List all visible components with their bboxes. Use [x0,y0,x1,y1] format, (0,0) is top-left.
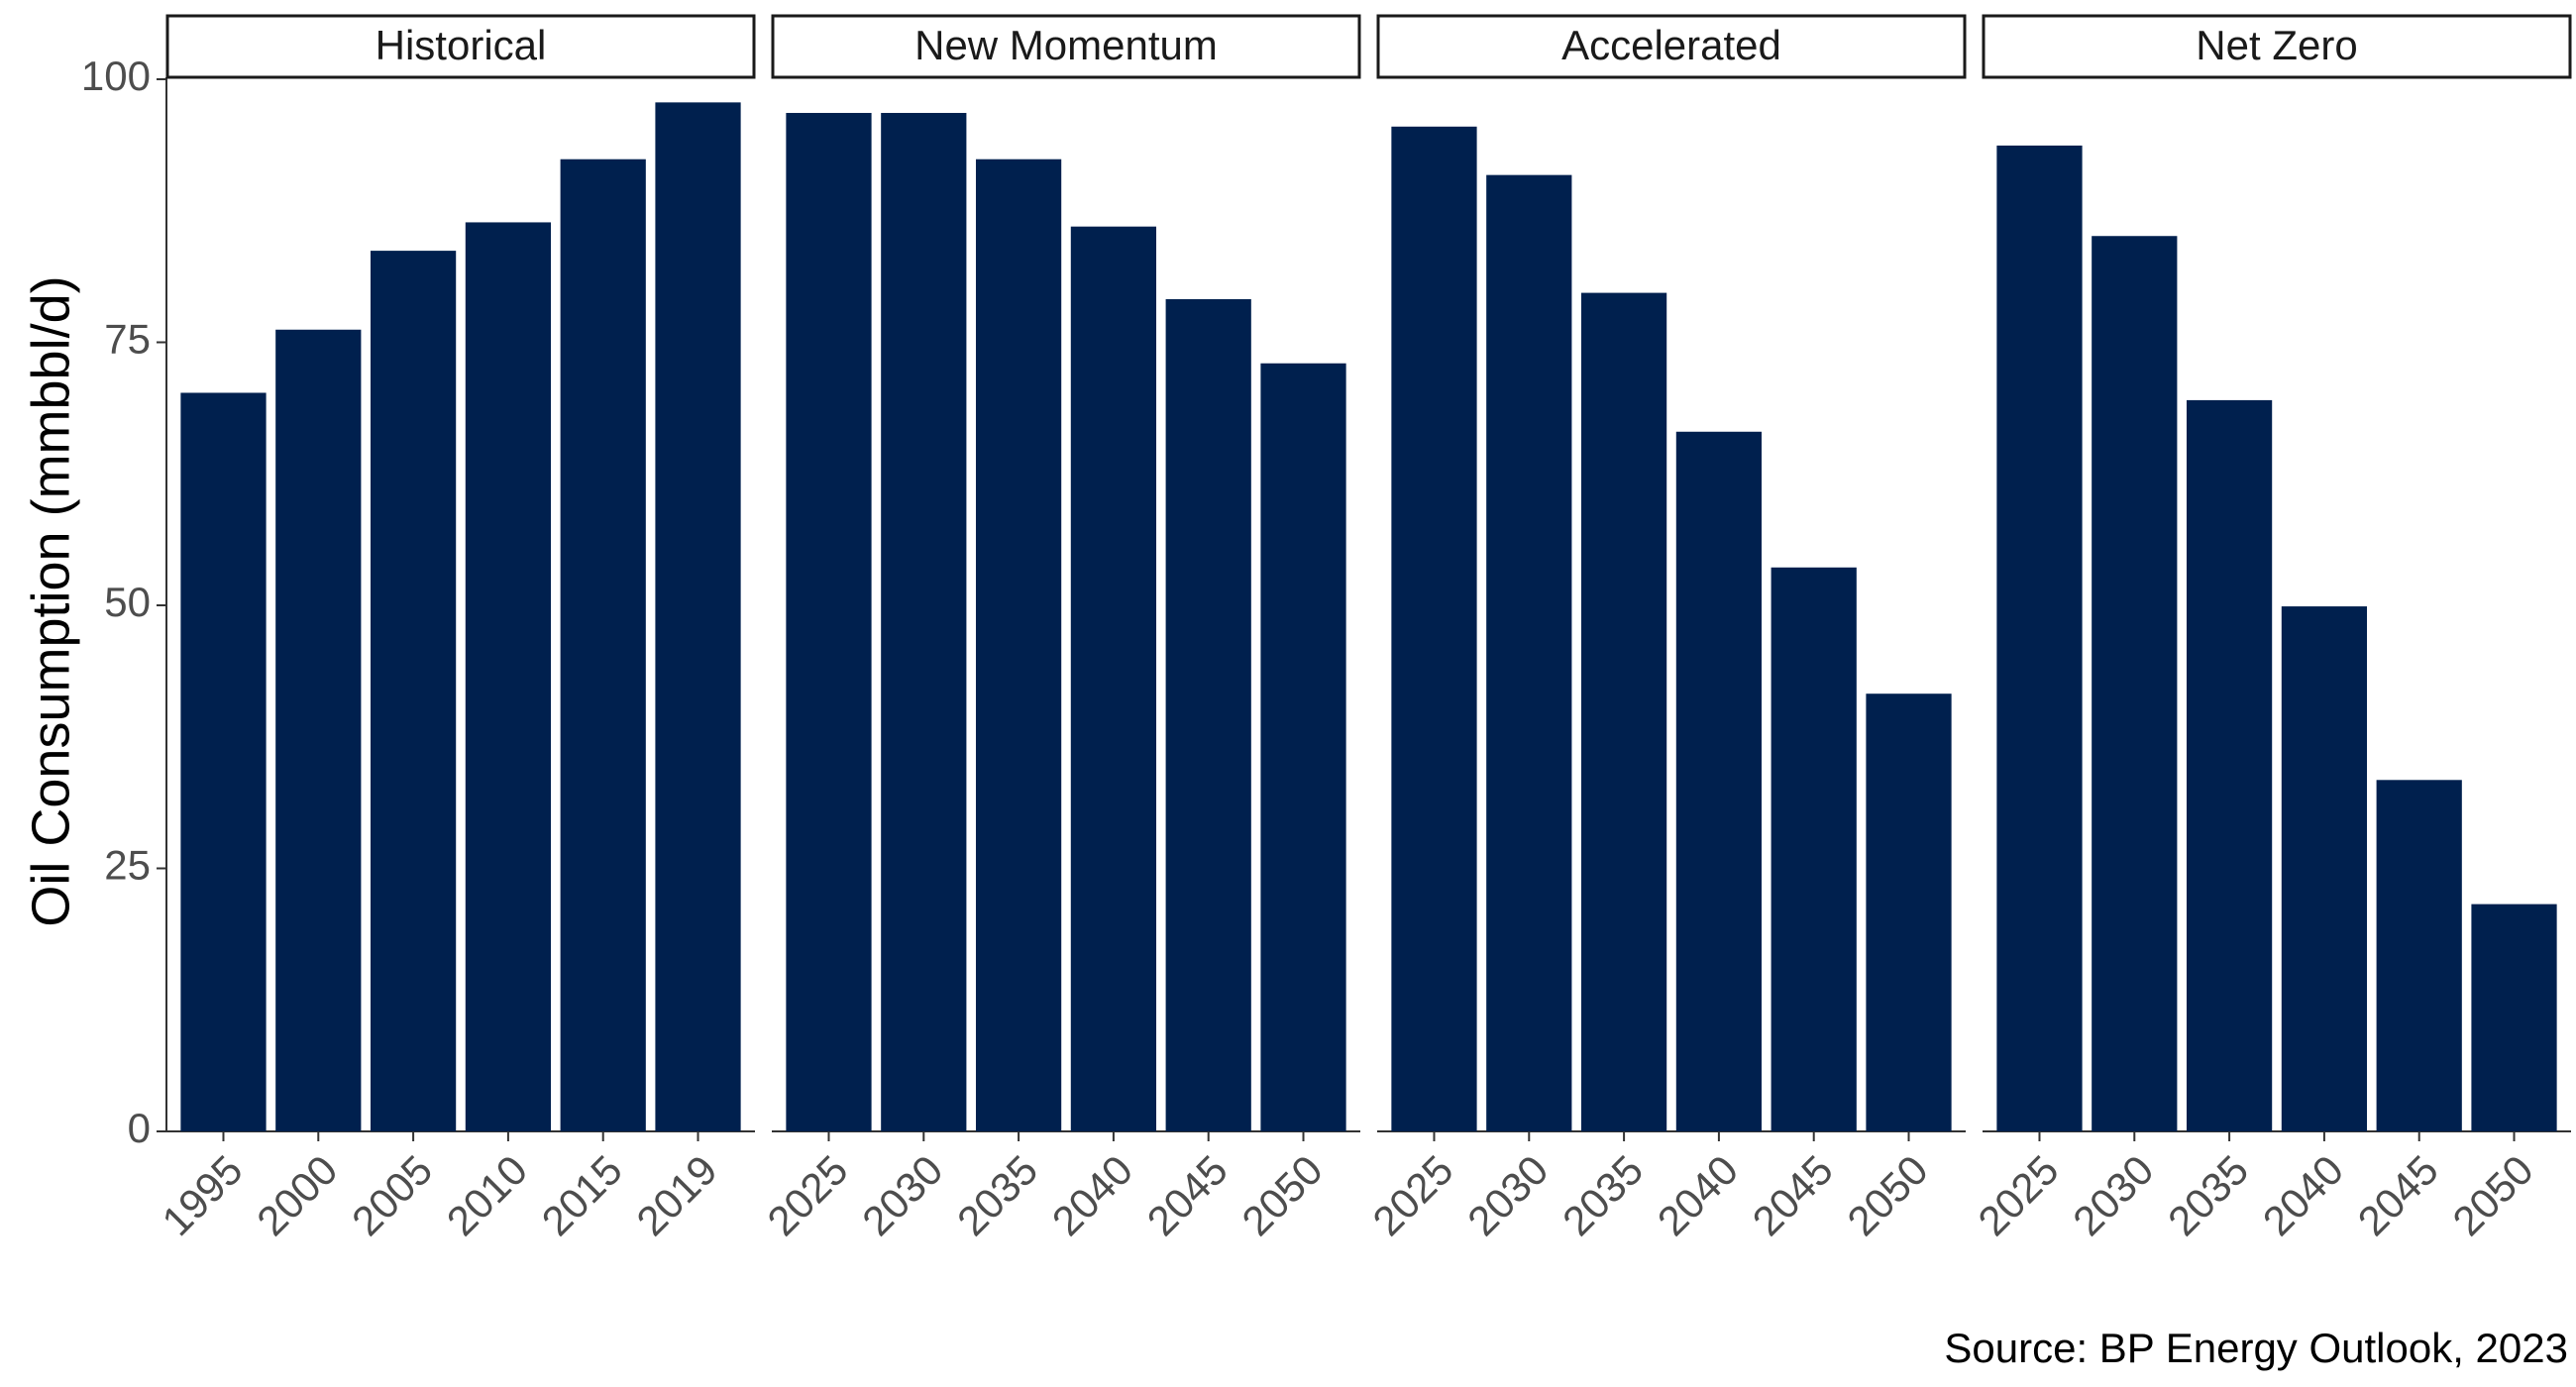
bar [655,102,741,1131]
x-tick-label: 2040 [1043,1146,1141,1244]
bar [1070,226,1157,1131]
x-tick-label: 1995 [153,1146,251,1244]
x-tick-label: 2035 [2159,1146,2257,1244]
bar [786,112,872,1131]
bar [1165,298,1251,1131]
y-tick-label: 50 [104,579,151,625]
bar [1260,363,1346,1131]
x-tick-label: 2050 [1233,1146,1331,1244]
bar [2092,236,2178,1131]
x-tick-label: 2005 [343,1146,441,1244]
bar [2376,780,2462,1131]
facet-strip-label: Accelerated [1561,22,1781,68]
facet-strip [1982,14,2572,79]
y-tick-label: 100 [81,53,151,99]
bar [1771,567,1857,1131]
x-tick-label: 2015 [533,1146,631,1244]
bar [1866,694,1952,1131]
bar [465,222,552,1131]
x-tick-label: 2040 [2254,1146,2352,1244]
source-caption: Source: BP Energy Outlook, 2023 [1944,1325,2568,1371]
x-tick-label: 2030 [1458,1146,1556,1244]
x-tick-label: 2040 [1649,1146,1747,1244]
bar [2471,904,2557,1131]
x-tick-label: 2050 [1838,1146,1936,1244]
y-tick-label: 75 [104,316,151,363]
y-tick-label: 0 [128,1105,151,1151]
bar [2281,606,2368,1131]
x-tick-label: 2030 [2064,1146,2162,1244]
bar [560,159,646,1131]
bar [1391,126,1477,1132]
y-tick-label: 25 [104,842,151,889]
x-tick-label: 2025 [1363,1146,1461,1244]
x-tick-label: 2030 [853,1146,951,1244]
x-tick-label: 2010 [438,1146,536,1244]
bar [881,112,967,1131]
bar [275,329,362,1132]
x-tick-label: 2025 [1969,1146,2067,1244]
x-tick-label: 2045 [1138,1146,1236,1244]
bar [1996,145,2083,1131]
bar [2186,399,2273,1131]
bar [370,251,457,1131]
bar [1580,292,1667,1131]
facet-strip-label: New Momentum [914,22,1218,68]
facet-strip-label: Historical [376,22,547,68]
x-tick-label: 2025 [758,1146,856,1244]
bar [180,392,267,1131]
x-tick-label: 2035 [948,1146,1046,1244]
bar [975,159,1062,1131]
x-tick-label: 2045 [2349,1146,2447,1244]
facet-strip [771,14,1361,79]
facet-strip-label: Net Zero [2196,22,2357,68]
x-tick-label: 2045 [1744,1146,1842,1244]
x-tick-label: 2019 [627,1146,725,1244]
bar [1675,431,1763,1131]
bar [1486,174,1572,1132]
facet-strip [165,14,756,79]
x-tick-label: 2000 [248,1146,346,1244]
y-axis-title: Oil Consumption (mmbbl/d) [21,275,80,926]
x-tick-label: 2050 [2443,1146,2541,1244]
x-tick-label: 2035 [1554,1146,1652,1244]
facet-strip [1376,14,1967,79]
